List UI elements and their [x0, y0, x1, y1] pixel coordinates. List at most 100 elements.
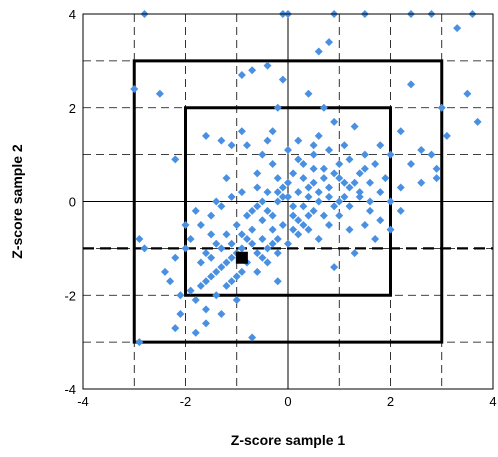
data-point	[237, 188, 246, 197]
x-tick-label: -4	[77, 394, 89, 409]
data-point	[227, 192, 236, 201]
x-axis-title: Z-score sample 1	[231, 432, 346, 448]
data-point	[396, 127, 405, 136]
data-point	[335, 211, 344, 220]
data-point	[417, 178, 426, 187]
data-point	[253, 169, 262, 178]
data-point	[376, 216, 385, 225]
data-point	[345, 202, 354, 211]
data-point	[202, 249, 210, 258]
data-point	[273, 197, 282, 206]
x-tick-label: 2	[387, 394, 394, 409]
data-point	[248, 239, 257, 248]
data-point	[258, 253, 267, 262]
data-point	[309, 178, 318, 187]
data-point	[417, 145, 426, 154]
data-point	[253, 202, 262, 211]
data-point	[227, 141, 236, 150]
data-point	[319, 164, 328, 173]
data-point	[248, 66, 257, 75]
x-tick-label: -2	[180, 394, 192, 409]
data-point	[186, 235, 195, 243]
data-point	[207, 272, 216, 281]
data-point	[248, 225, 257, 234]
data-point	[243, 141, 251, 150]
data-point	[407, 80, 415, 89]
data-point	[171, 253, 180, 262]
data-point	[212, 197, 221, 206]
data-point	[453, 24, 462, 33]
data-point	[314, 197, 323, 206]
data-point	[376, 141, 385, 150]
data-point	[130, 85, 139, 93]
data-point	[294, 136, 303, 145]
data-point	[253, 249, 262, 258]
data-point	[314, 188, 323, 197]
data-point	[237, 230, 246, 239]
data-point	[319, 211, 328, 220]
data-point	[325, 145, 333, 154]
data-point	[294, 216, 303, 225]
data-point	[463, 89, 472, 98]
data-point	[427, 150, 436, 159]
data-point	[386, 197, 395, 206]
data-point	[330, 263, 339, 272]
data-point	[309, 206, 318, 215]
data-point	[176, 310, 185, 318]
data-point	[325, 220, 333, 229]
data-point	[191, 206, 200, 215]
data-point	[319, 103, 328, 112]
data-point	[396, 206, 405, 215]
data-point	[345, 225, 354, 234]
data-point	[360, 220, 369, 229]
data-point	[304, 192, 313, 201]
data-point	[207, 253, 216, 262]
data-point	[248, 333, 257, 342]
data-point	[227, 239, 236, 248]
data-point	[345, 155, 354, 164]
data-point	[263, 136, 272, 145]
data-point	[304, 183, 313, 192]
data-point	[366, 197, 374, 206]
data-point	[258, 150, 267, 159]
data-point	[278, 220, 287, 229]
data-point	[135, 338, 144, 347]
y-tick-label: 4	[69, 7, 76, 22]
data-point	[304, 225, 313, 234]
data-point	[140, 244, 149, 253]
data-point	[381, 174, 390, 183]
data-point	[191, 295, 200, 304]
data-point	[263, 258, 272, 267]
data-point	[171, 324, 180, 333]
data-point	[360, 150, 369, 159]
data-point	[217, 202, 226, 211]
data-point	[325, 192, 333, 201]
data-point	[289, 169, 298, 178]
data-point	[319, 174, 328, 183]
data-point	[232, 220, 241, 229]
data-point	[355, 188, 364, 197]
data-point	[202, 319, 210, 328]
data-point	[314, 47, 323, 56]
data-point	[227, 253, 236, 262]
data-point	[299, 160, 308, 168]
data-point	[335, 160, 344, 168]
data-point	[355, 192, 364, 201]
data-point	[294, 155, 303, 164]
data-point	[309, 164, 318, 173]
data-point	[289, 211, 298, 220]
data-point	[386, 150, 395, 159]
data-point	[325, 183, 333, 192]
data-point	[278, 192, 287, 201]
data-point	[253, 267, 262, 276]
data-point	[268, 239, 277, 248]
data-point	[309, 150, 318, 159]
data-point	[345, 183, 354, 192]
data-point	[473, 117, 482, 126]
data-point	[325, 38, 333, 47]
data-point	[309, 141, 318, 150]
data-point	[273, 103, 282, 112]
data-point	[227, 277, 236, 286]
data-point	[212, 239, 221, 248]
